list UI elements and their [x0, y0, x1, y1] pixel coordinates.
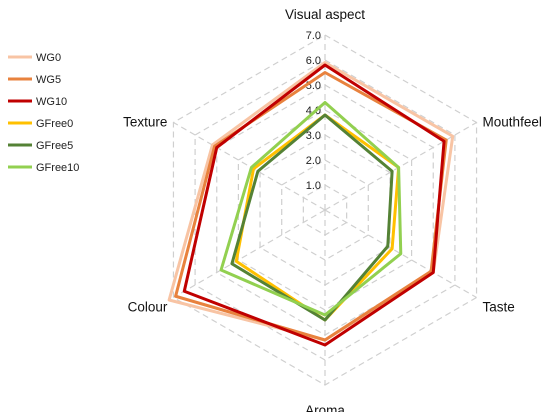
legend: WG0 WG5 WG10 GFree0 GFree5 GFree10: [8, 52, 79, 174]
axis-label-mouthfeel: Mouthfeel: [483, 115, 542, 130]
axis-label-aroma: Aroma: [305, 403, 345, 412]
axis-label-colour: Colour: [128, 300, 168, 315]
series-line-gfree10: [219, 101, 403, 317]
axis-label-visual-aspect: Visual aspect: [285, 7, 365, 22]
legend-label: GFree0: [36, 118, 73, 130]
legend-label: GFree5: [36, 140, 73, 152]
tick-label: 1.0: [306, 180, 321, 192]
axis-label-texture: Texture: [123, 115, 167, 130]
radar-axis-labels: Visual aspect Mouthfeel Taste Aroma Colour Te…: [123, 7, 542, 412]
legend-label: WG5: [36, 74, 61, 86]
axis-spoke: [173, 209, 326, 299]
tick-label: 2.0: [306, 155, 321, 167]
axis-label-taste: Taste: [483, 300, 515, 315]
axis-spoke: [173, 121, 326, 211]
legend-label: GFree10: [36, 162, 79, 174]
series-line-gfree5: [230, 113, 394, 322]
legend-label: WG0: [36, 52, 61, 64]
series-line-wg10: [182, 63, 446, 347]
tick-label: 3.0: [306, 130, 321, 142]
legend-label: WG10: [36, 96, 67, 108]
radar-series: [167, 61, 455, 347]
tick-label: 7.0: [306, 30, 321, 42]
tick-label: 6.0: [306, 55, 321, 67]
series-line-wg5: [174, 71, 448, 342]
axis-spoke: [324, 209, 477, 299]
radar-axes: [173, 35, 477, 385]
